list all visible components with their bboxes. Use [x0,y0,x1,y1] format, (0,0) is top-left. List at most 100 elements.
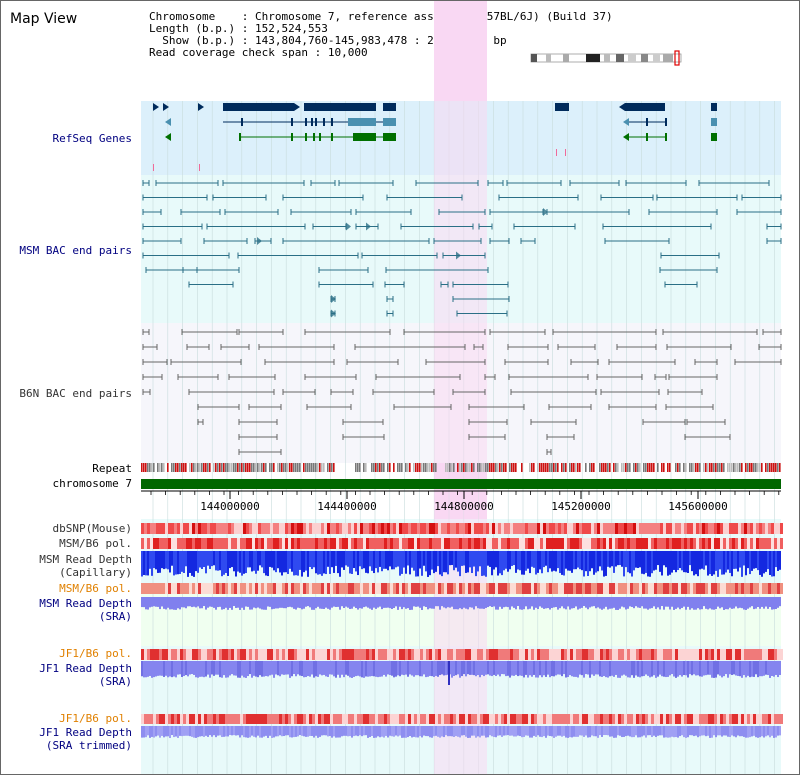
jf1-depth-sra-bar [287,661,289,675]
repeat-element [321,463,323,472]
jf1-b6-pol-label-2[interactable]: JF1/B6 pol. [59,712,132,725]
jf1-depth-trim-bar [583,726,585,737]
msm-b6-pol-cell [606,538,609,549]
jf1-b6-pol-trim-cell [729,714,732,724]
jf1-depth-trim-bar [681,726,683,736]
msm-b6-pol-cell [573,538,576,549]
msm-b6-pol-sra-cell [672,583,675,594]
jf1-b6-pol-trim-cell [372,714,375,724]
msm-b6-pol-label-1[interactable]: MSM/B6 pol. [59,537,132,550]
jf1-b6-pol-trim-cell [171,714,174,724]
msm-depth-capillary-bar [443,551,445,573]
repeat-element [239,463,241,472]
jf1-depth-trim-bar [233,726,235,736]
jf1-depth-sra-label-1[interactable]: JF1 Read Depth [39,662,132,675]
chromosome-label-track[interactable]: chromosome 7 [52,477,132,490]
jf1-depth-sra-bar [535,661,537,678]
jf1-depth-sra-label-2[interactable]: (SRA) [98,675,132,688]
heatmap-tracks[interactable] [141,523,783,738]
msm-b6-pol-sra-cell [258,583,261,594]
refseq-genes-label[interactable]: RefSeq Genes [52,132,132,145]
msm-depth-sra-bar [469,597,471,608]
msm-depth-cap-label-2[interactable]: (Capillary) [59,566,132,579]
b6n-bac-label[interactable]: B6N BAC end pairs [19,387,132,400]
msm-b6-pol-sra-cell [306,583,309,594]
jf1-depth-sra-bar [597,661,599,675]
msm-b6-pol-cell [297,538,300,549]
msm-depth-capillary-bar [385,551,387,569]
msm-depth-cap-label-1[interactable]: MSM Read Depth [39,553,132,566]
jf1-b6-pol-cell [387,649,390,660]
msm-b6-pol-cell [324,538,327,549]
repeat-element [493,463,495,472]
jf1-depth-sra-bar [369,661,371,677]
jf1-depth-sra-bar [149,661,151,676]
dbsnp-cell [444,523,447,534]
jf1-depth-trim-bar [491,726,493,737]
b6n-bac-track[interactable] [142,329,782,455]
jf1-depth-trim-label-2[interactable]: (SRA trimmed) [45,739,132,752]
msm-bac-track[interactable] [142,180,782,318]
jf1-depth-trim-bar [557,726,559,736]
refseq-genes-track[interactable] [153,103,717,171]
jf1-b6-pol-trim-cell [747,714,750,724]
jf1-depth-trim-bar [525,726,527,736]
repeat-element [359,463,361,472]
chromosome-bar[interactable] [141,479,781,489]
jf1-b6-pol-cell [576,649,579,660]
jf1-depth-sra-bar [277,661,279,676]
repeat-element [157,463,159,472]
msm-depth-capillary-bar [517,551,519,570]
msm-b6-pol-cell [357,538,360,549]
chromosome-ideogram[interactable] [530,50,682,66]
repeat-element [375,463,377,472]
jf1-depth-trim-bar [183,726,185,736]
msm-b6-pol-cell [546,538,549,549]
msm-depth-capillary-bar [251,551,253,572]
msm-depth-sra-label-1[interactable]: MSM Read Depth [39,597,132,610]
dbsnp-label[interactable]: dbSNP(Mouse) [52,522,132,535]
jf1-depth-sra-bar [243,661,245,678]
jf1-b6-pol-trim-cell [618,714,621,724]
jf1-depth-sra-bar [189,661,191,675]
jf1-depth-trim-bar [715,726,717,738]
jf1-depth-trim-bar [599,726,601,736]
repeat-element [199,463,201,472]
msm-depth-sra-bar [335,597,337,608]
jf1-b6-pol-cell [450,649,453,660]
msm-b6-pol-label-2[interactable]: MSM/B6 pol. [59,582,132,595]
jf1-depth-trim-bar [351,726,353,738]
msm-depth-sra-bar [225,597,227,608]
msm-b6-pol-cell [264,538,267,549]
jf1-depth-trim-bar [425,726,427,737]
repeat-element [539,463,541,472]
jf1-depth-sra-bar [257,661,259,678]
jf1-b6-pol-label-1[interactable]: JF1/B6 pol. [59,647,132,660]
msm-depth-sra-label-2[interactable]: (SRA) [98,610,132,623]
repeat-track[interactable] [141,463,781,472]
repeat-element [707,463,709,472]
jf1-depth-trim-bar [709,726,711,738]
msm-depth-sra-bar [213,597,215,608]
msm-depth-capillary-bar [661,551,663,576]
repeat-label[interactable]: Repeat [92,462,132,475]
msm-depth-sra-bar [319,597,321,609]
jf1-depth-trim-bar [345,726,347,736]
jf1-b6-pol-cell [360,649,363,660]
msm-b6-pol-cell [303,538,306,549]
dbsnp-cell [228,523,231,534]
msm-depth-capillary-bar [685,551,687,573]
dbsnp-cell [396,523,399,534]
msm-b6-pol-sra-cell [777,583,780,594]
msm-depth-capillary-bar [423,551,425,566]
dbsnp-cell [141,523,144,534]
msm-b6-pol-cell [321,538,324,549]
jf1-depth-trim-label-1[interactable]: JF1 Read Depth [39,726,132,739]
msm-bac-label[interactable]: MSM BAC end pairs [19,244,132,257]
jf1-depth-trim-bar [563,726,565,736]
msm-b6-pol-sra-cell [537,583,540,594]
msm-depth-sra-bar [605,597,607,607]
jf1-depth-sra-bar [683,661,685,676]
jf1-b6-pol-cell [501,649,504,660]
